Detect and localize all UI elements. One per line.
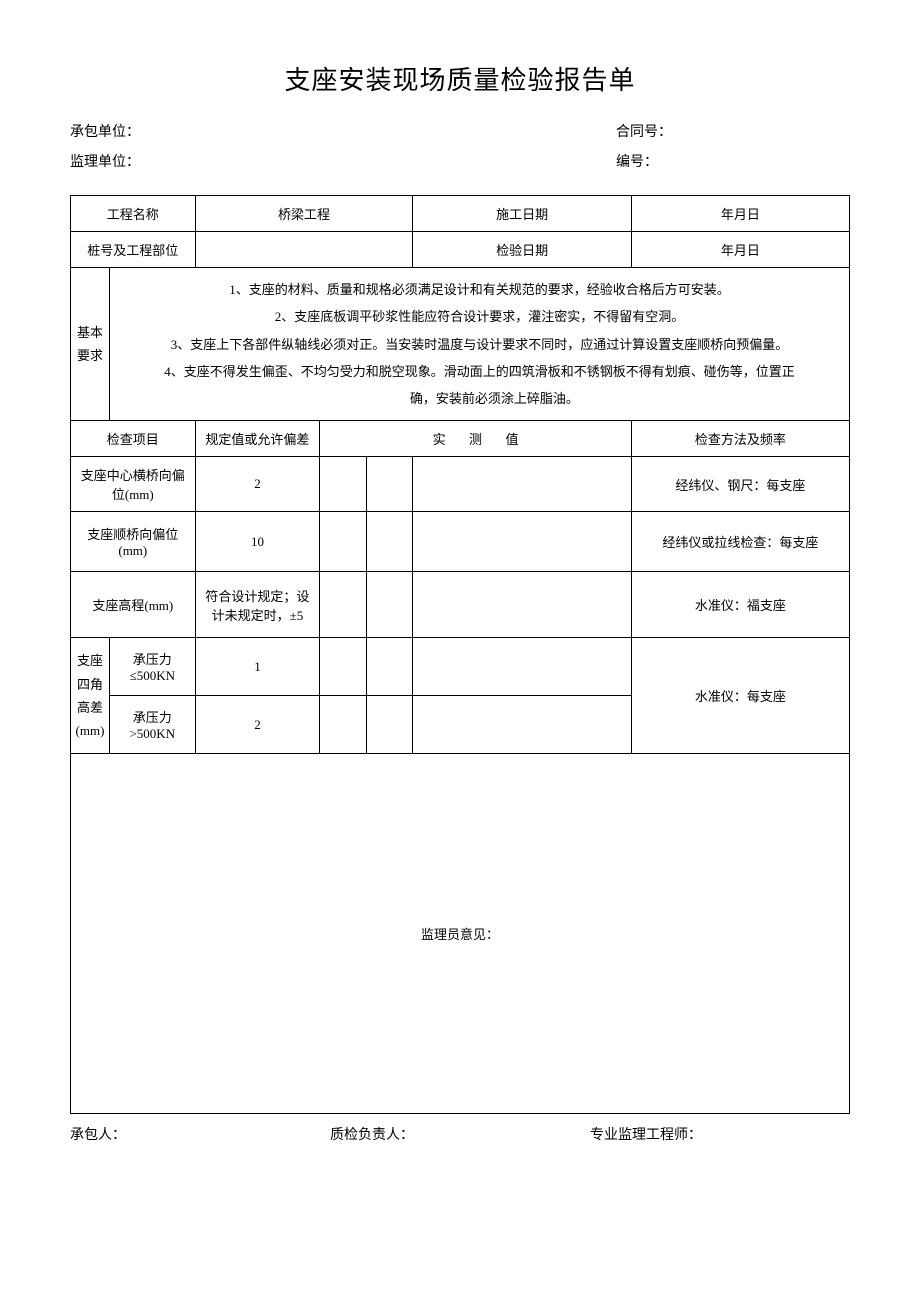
check-method: 水准仪：福支座 <box>631 572 849 638</box>
measured-cell <box>413 457 631 512</box>
footer-row: 承包人： 质检负责人： 专业监理工程师： <box>70 1124 850 1144</box>
check-method-header: 检查方法及频率 <box>631 421 849 457</box>
check-spec: 符合设计规定；设计未规定时，±5 <box>195 572 320 638</box>
page-title: 支座安装现场质量检验报告单 <box>70 60 850 97</box>
table-row: 监理员意见： <box>71 754 850 1114</box>
check-spec: 1 <box>195 638 320 696</box>
measured-cell <box>413 572 631 638</box>
inspect-date-label: 检验日期 <box>413 232 631 268</box>
station-label: 桩号及工程部位 <box>71 232 196 268</box>
number-label: 编号： <box>616 151 850 171</box>
measured-suffix: 值 <box>505 432 518 447</box>
footer-engineer: 专业监理工程师： <box>590 1124 850 1144</box>
table-row: 支座四角高差(mm) 承压力≤500KN 1 水准仪：每支座 <box>71 638 850 696</box>
check-item: 支座顺桥向偏位(mm) <box>71 512 196 572</box>
check-spec: 2 <box>195 696 320 754</box>
check-spec: 2 <box>195 457 320 512</box>
table-row: 桩号及工程部位 检验日期 年月日 <box>71 232 850 268</box>
contract-label: 合同号： <box>616 121 850 141</box>
check-method: 经纬仪、钢尺：每支座 <box>631 457 849 512</box>
check-spec-header: 规定值或允许偏差 <box>195 421 320 457</box>
check-measured-header: 实测值 <box>320 421 632 457</box>
footer-contractor: 承包人： <box>70 1124 330 1144</box>
requirements-label: 基本要求 <box>71 268 110 421</box>
measured-cell <box>366 696 413 754</box>
measured-prefix: 实测 <box>433 432 506 447</box>
inspect-date-value: 年月日 <box>631 232 849 268</box>
project-name-label: 工程名称 <box>71 196 196 232</box>
check-item: 支座中心横桥向偏位(mm) <box>71 457 196 512</box>
supervisor-label: 监理单位： <box>70 151 460 171</box>
requirements-body: 1、支座的材料、质量和规格必须满足设计和有关规范的要求，经验收合格后方可安装。 … <box>109 268 849 421</box>
req-item-4: 4、支座不得发生偏歪、不均匀受力和脱空现象。滑动面上的四筑滑板和不锈钢板不得有划… <box>164 364 795 379</box>
contractor-label: 承包单位： <box>70 121 460 141</box>
table-row: 支座顺桥向偏位(mm) 10 经纬仪或拉线检查：每支座 <box>71 512 850 572</box>
table-row: 检查项目 规定值或允许偏差 实测值 检查方法及频率 <box>71 421 850 457</box>
measured-cell <box>366 512 413 572</box>
table-row: 工程名称 桥梁工程 施工日期 年月日 <box>71 196 850 232</box>
construction-date-value: 年月日 <box>631 196 849 232</box>
measured-cell <box>366 572 413 638</box>
measured-cell <box>366 638 413 696</box>
measured-cell <box>413 512 631 572</box>
inspection-table: 工程名称 桥梁工程 施工日期 年月日 桩号及工程部位 检验日期 年月日 基本要求… <box>70 195 850 1114</box>
check-item-header: 检查项目 <box>71 421 196 457</box>
req-item-1: 1、支座的材料、质量和规格必须满足设计和有关规范的要求，经验收合格后方可安装。 <box>229 282 730 297</box>
table-row: 支座中心横桥向偏位(mm) 2 经纬仪、钢尺：每支座 <box>71 457 850 512</box>
measured-cell <box>366 457 413 512</box>
measured-cell <box>320 512 367 572</box>
opinion-cell: 监理员意见： <box>71 754 850 1114</box>
measured-cell <box>320 457 367 512</box>
measured-cell <box>320 696 367 754</box>
station-value <box>195 232 413 268</box>
table-row: 基本要求 1、支座的材料、质量和规格必须满足设计和有关规范的要求，经验收合格后方… <box>71 268 850 421</box>
check-method: 水准仪：每支座 <box>631 638 849 754</box>
measured-cell <box>320 572 367 638</box>
measured-cell <box>413 638 631 696</box>
check-item: 承压力>500KN <box>109 696 195 754</box>
table-row: 支座高程(mm) 符合设计规定；设计未规定时，±5 水准仪：福支座 <box>71 572 850 638</box>
req-item-2: 2、支座底板调平砂浆性能应符合设计要求，灌注密实，不得留有空洞。 <box>275 309 685 324</box>
check-method: 经纬仪或拉线检查：每支座 <box>631 512 849 572</box>
req-item-3: 3、支座上下各部件纵轴线必须对正。当安装时温度与设计要求不同时，应通过计算设置支… <box>171 337 789 352</box>
meta-row-2: 监理单位： 编号： <box>70 151 850 171</box>
check-item: 承压力≤500KN <box>109 638 195 696</box>
measured-cell <box>413 696 631 754</box>
req-item-4-cont: 确，安装前必须涂上碎脂油。 <box>114 385 845 412</box>
footer-qc: 质检负责人： <box>330 1124 590 1144</box>
group-label: 支座四角高差(mm) <box>71 638 110 754</box>
construction-date-label: 施工日期 <box>413 196 631 232</box>
meta-row-1: 承包单位： 合同号： <box>70 121 850 141</box>
check-item: 支座高程(mm) <box>71 572 196 638</box>
project-name-value: 桥梁工程 <box>195 196 413 232</box>
check-spec: 10 <box>195 512 320 572</box>
measured-cell <box>320 638 367 696</box>
